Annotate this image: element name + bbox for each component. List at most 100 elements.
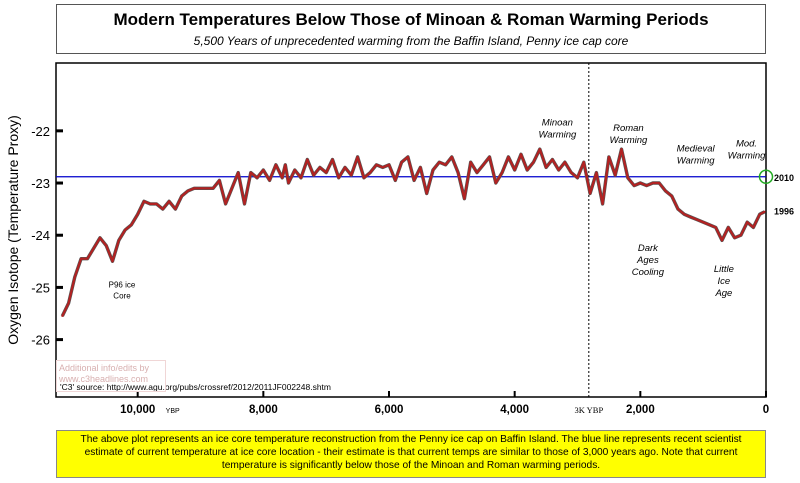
- data-point: [601, 203, 604, 205]
- plot-frame: [55, 62, 767, 398]
- data-point: [180, 195, 183, 198]
- data-point: [670, 195, 673, 198]
- data-point: [73, 276, 76, 278]
- data-point: [388, 163, 390, 166]
- data-point: [727, 226, 730, 229]
- data-point: [432, 169, 434, 171]
- data-point: [363, 176, 365, 179]
- data-point: [92, 247, 95, 250]
- data-point: [721, 239, 723, 242]
- footer-note: The above plot represents an ice core te…: [56, 430, 766, 478]
- data-point: [696, 218, 698, 221]
- data-point: [564, 161, 566, 164]
- data-point: [740, 234, 742, 237]
- data-point: [444, 163, 447, 166]
- annotation-label: P96 ice: [109, 280, 136, 289]
- data-point: [168, 200, 171, 203]
- data-point: [312, 174, 315, 177]
- data-point: [306, 158, 309, 161]
- data-point: [344, 166, 346, 169]
- data-point: [136, 213, 139, 216]
- data-point: [155, 203, 158, 205]
- data-point: [256, 176, 258, 179]
- data-point: [576, 176, 579, 179]
- data-point: [664, 190, 667, 192]
- data-point: [218, 179, 221, 182]
- annotation-label: Dark: [638, 243, 659, 254]
- data-point: [689, 216, 692, 218]
- data-point: [381, 166, 384, 169]
- data-point: [614, 174, 617, 177]
- data-point: [375, 163, 378, 166]
- annotation-label: Age: [714, 288, 732, 299]
- data-point: [287, 182, 290, 184]
- y-tick-label: -26: [31, 333, 50, 348]
- x-unit-label: YBP: [166, 408, 180, 415]
- chart-subtitle: 5,500 Years of unprecedented warming fro…: [193, 34, 629, 48]
- series-line: [61, 148, 766, 317]
- data-point: [284, 163, 287, 166]
- data-point: [300, 176, 302, 179]
- data-point: [337, 176, 340, 179]
- x-tick-label: 6,000: [375, 404, 404, 416]
- data-point: [400, 161, 403, 164]
- data-point: [161, 208, 164, 211]
- data-point: [149, 203, 152, 205]
- data-point: [639, 182, 642, 184]
- data-point: [708, 223, 711, 226]
- data-point: [193, 187, 196, 190]
- watermark: Additional info/edits by www.c3headlines…: [56, 360, 166, 392]
- data-point: [319, 166, 321, 169]
- x-tick-label: 8,000: [249, 404, 278, 416]
- data-point: [658, 182, 661, 184]
- data-point: [488, 156, 491, 158]
- data-point: [281, 176, 284, 179]
- data-point: [67, 302, 70, 304]
- data-point: [450, 156, 453, 158]
- annotation-label: Mod.: [736, 139, 757, 150]
- data-point: [683, 213, 686, 216]
- data-point: [111, 260, 114, 263]
- data-point: [608, 156, 610, 158]
- data-point: [205, 187, 208, 190]
- data-point: [262, 169, 265, 171]
- data-point: [538, 148, 541, 151]
- annotation-label: Warming: [677, 156, 716, 167]
- annotation-label: Little: [714, 264, 734, 275]
- data-point: [626, 176, 629, 179]
- data-point: [677, 208, 679, 211]
- data-point: [702, 221, 705, 224]
- data-point: [752, 226, 755, 229]
- data-point: [143, 200, 145, 203]
- data-point: [438, 161, 441, 164]
- y-tick-label: -22: [31, 124, 50, 139]
- y-tick-label: -25: [31, 280, 50, 295]
- annotation-label: Core: [113, 291, 131, 300]
- data-point: [595, 171, 598, 174]
- marker-3k-label: 3K YBP: [574, 405, 603, 415]
- data-point: [419, 166, 422, 169]
- data-point: [746, 221, 749, 224]
- data-point: [369, 171, 372, 174]
- data-point: [105, 244, 108, 247]
- data-point: [551, 158, 554, 161]
- current-temp-marker: [758, 169, 774, 185]
- data-point: [231, 187, 233, 190]
- annotation-label: Ages: [636, 255, 659, 266]
- data-point: [582, 161, 585, 164]
- data-point: [293, 169, 296, 171]
- annotation-label: Warming: [538, 130, 577, 141]
- annotation-label: Warming: [728, 151, 767, 162]
- data-point: [513, 169, 516, 171]
- data-point: [763, 210, 766, 213]
- reference-label-2010: 2010: [774, 173, 794, 183]
- data-point: [187, 190, 189, 192]
- annotation-label: Roman: [613, 123, 644, 134]
- end-label-1996: 1996: [774, 207, 794, 217]
- chart-title: Modern Temperatures Below Those of Minoa…: [113, 10, 709, 29]
- x-tick-label: 10,000: [120, 404, 155, 416]
- y-axis-label: Oxygen Isotope (Temperature Proxy): [5, 115, 21, 345]
- x-tick-label: 4,000: [500, 404, 529, 416]
- data-point: [86, 257, 89, 260]
- annotation-label: Warming: [609, 135, 648, 146]
